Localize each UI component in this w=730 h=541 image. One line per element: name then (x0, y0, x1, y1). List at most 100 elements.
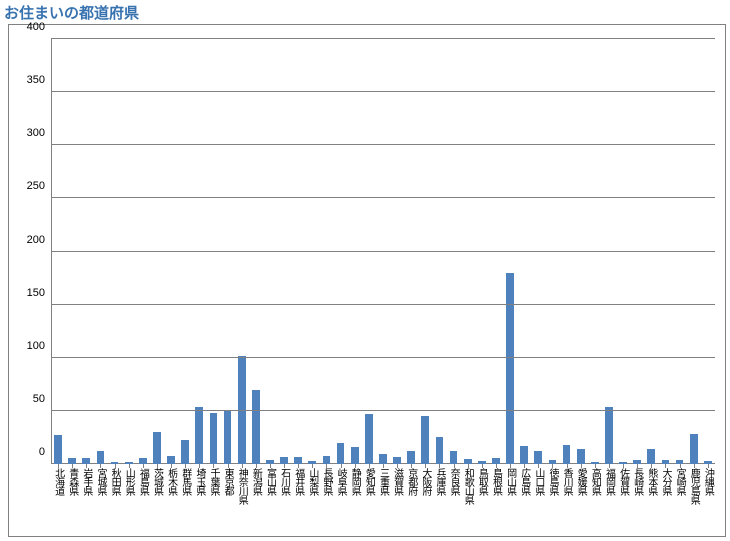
bar-slot: 北海道 (51, 39, 65, 464)
bar-slot: 山口県 (531, 39, 545, 464)
chart-title: お住まいの都道府県 (4, 2, 139, 23)
x-label: 鳥取県 (474, 464, 489, 495)
x-label: 北海道 (51, 464, 66, 495)
bar-slot: 島根県 (489, 39, 503, 464)
grid-line (51, 357, 715, 358)
bar (407, 451, 415, 464)
bar-slot: 鳥取県 (475, 39, 489, 464)
y-tick-label: 300 (27, 127, 51, 139)
bar-slot: 広島県 (517, 39, 531, 464)
bar-slot: 宮崎県 (673, 39, 687, 464)
x-label: 京都府 (404, 464, 419, 495)
x-label: 奈良県 (446, 464, 461, 495)
x-label: 長崎県 (630, 464, 645, 495)
bar (167, 456, 175, 465)
y-tick-label: 200 (27, 234, 51, 246)
bar-slot: 福島県 (136, 39, 150, 464)
bar (210, 413, 218, 464)
bar (224, 411, 232, 464)
bar (181, 440, 189, 464)
bar (647, 449, 655, 464)
bar-slot: 石川県 (277, 39, 291, 464)
bar (379, 454, 387, 464)
bar-slot: 兵庫県 (432, 39, 446, 464)
bar (421, 416, 429, 464)
bar-slot: 沖縄県 (701, 39, 715, 464)
bar-slot: 新潟県 (249, 39, 263, 464)
x-label: 兵庫県 (432, 464, 447, 495)
bar (195, 407, 203, 464)
bar-slot: 山梨県 (305, 39, 319, 464)
bar-slot: 長野県 (319, 39, 333, 464)
x-label: 島根県 (488, 464, 503, 495)
x-label: 栃木県 (164, 464, 179, 495)
bar (323, 456, 331, 465)
x-label: 岐阜県 (333, 464, 348, 495)
x-label: 大分県 (658, 464, 673, 495)
bar-slot: 栃木県 (164, 39, 178, 464)
bar (436, 437, 444, 464)
bar-slot: 青森県 (65, 39, 79, 464)
bar-slot: 滋賀県 (390, 39, 404, 464)
bar-slot: 富山県 (263, 39, 277, 464)
x-label: 高知県 (587, 464, 602, 495)
bar-slot: 千葉県 (206, 39, 220, 464)
y-tick-label: 350 (27, 74, 51, 86)
x-label: 千葉県 (206, 464, 221, 495)
bar-slot: 熊本県 (644, 39, 658, 464)
grid-line (51, 304, 715, 305)
bar-slot: 佐賀県 (616, 39, 630, 464)
grid-line (51, 251, 715, 252)
bar-slot: 大分県 (658, 39, 672, 464)
bar-slot: 大阪府 (418, 39, 432, 464)
bar-slot: 和歌山県 (461, 39, 475, 464)
x-label: 愛知県 (361, 464, 376, 495)
bar-slot: 茨城県 (150, 39, 164, 464)
bar-slot: 山形県 (122, 39, 136, 464)
bar-slot: 福井県 (291, 39, 305, 464)
x-label: 滋賀県 (390, 464, 405, 495)
x-label: 和歌山県 (460, 464, 475, 504)
x-label: 愛媛県 (573, 464, 588, 495)
x-label: 青森県 (65, 464, 80, 495)
x-label: 神奈川県 (234, 464, 249, 504)
x-label: 宮崎県 (672, 464, 687, 495)
bar-slot: 愛知県 (362, 39, 376, 464)
y-tick-label: 400 (27, 21, 51, 33)
bar (563, 445, 571, 464)
x-label: 石川県 (277, 464, 292, 495)
bar-slot: 香川県 (560, 39, 574, 464)
bar (54, 435, 62, 464)
x-label: 岩手県 (79, 464, 94, 495)
x-label: 長野県 (319, 464, 334, 495)
grid-line (51, 144, 715, 145)
x-label: 群馬県 (178, 464, 193, 495)
bar-slot: 徳島県 (545, 39, 559, 464)
grid-line (51, 38, 715, 39)
plot-area: 北海道青森県岩手県宮城県秋田県山形県福島県茨城県栃木県群馬県埼玉県千葉県東京都神… (51, 39, 715, 464)
bar-slot: 神奈川県 (235, 39, 249, 464)
bar-slot: 福岡県 (602, 39, 616, 464)
bar (252, 390, 260, 464)
x-label: 茨城県 (149, 464, 164, 495)
bar-slot: 岐阜県 (334, 39, 348, 464)
x-label: 広島県 (517, 464, 532, 495)
bar (294, 457, 302, 464)
x-label: 新潟県 (248, 464, 263, 495)
x-label: 熊本県 (644, 464, 659, 495)
bar-slot: 岩手県 (79, 39, 93, 464)
bar-slot: 高知県 (588, 39, 602, 464)
x-label: 沖縄県 (700, 464, 715, 495)
bar (337, 443, 345, 464)
bar-slot: 岡山県 (503, 39, 517, 464)
x-label: 秋田県 (107, 464, 122, 495)
grid-line (51, 410, 715, 411)
x-label: 佐賀県 (616, 464, 631, 495)
x-label: 福島県 (135, 464, 150, 495)
bar-slot: 長崎県 (630, 39, 644, 464)
y-tick-label: 250 (27, 180, 51, 192)
x-label: 埼玉県 (192, 464, 207, 495)
x-label: 香川県 (559, 464, 574, 495)
bar-slot: 愛媛県 (574, 39, 588, 464)
bar (520, 446, 528, 464)
